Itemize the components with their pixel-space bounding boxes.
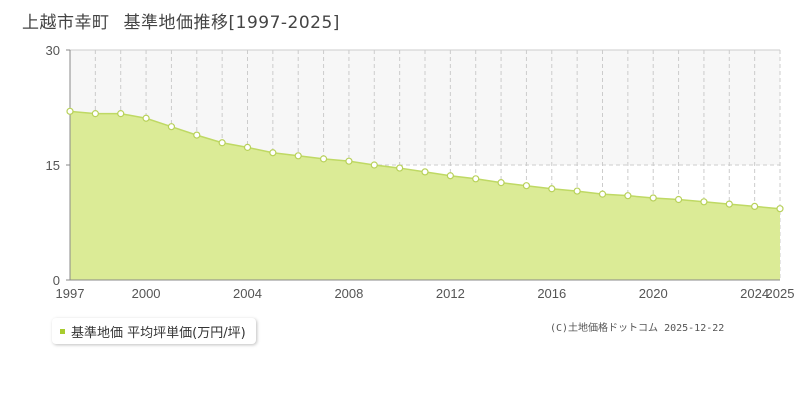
- data-point: [142, 114, 150, 122]
- data-point: [167, 123, 176, 131]
- data-point: [751, 202, 759, 210]
- data-point: [243, 143, 252, 151]
- data-point: [269, 149, 277, 157]
- data-point: [218, 139, 226, 147]
- data-point: [193, 131, 201, 139]
- legend-label: 基準地価 平均坪単価(万円/坪): [71, 325, 246, 341]
- data-point: [370, 161, 378, 169]
- x-tick-label: 2025: [766, 286, 795, 300]
- legend-swatch: [60, 328, 65, 334]
- data-point: [700, 198, 708, 206]
- x-tick-label: 1997: [56, 286, 85, 300]
- data-point: [598, 190, 607, 198]
- x-tick-label: 2000: [132, 286, 161, 300]
- data-point: [522, 182, 531, 190]
- x-tick-label: 2016: [537, 286, 566, 300]
- data-point: [548, 185, 556, 193]
- data-point: [446, 172, 454, 180]
- data-point: [421, 168, 429, 176]
- data-point: [573, 187, 581, 195]
- data-point: [649, 194, 657, 202]
- x-tick-label: 2012: [436, 286, 465, 300]
- data-point: [345, 157, 353, 165]
- chart-title: 上越市幸町 基準地価推移[1997-2025]: [22, 8, 340, 33]
- y-tick-label: 15: [46, 158, 60, 173]
- title-main: 基準地価推移[1997-2025]: [123, 13, 340, 33]
- data-point: [725, 200, 733, 208]
- data-point: [294, 152, 302, 160]
- data-point: [674, 195, 683, 204]
- x-tick-label: 2008: [334, 286, 363, 300]
- y-tick-label: 30: [46, 43, 60, 58]
- data-point: [117, 110, 125, 118]
- data-point: [66, 107, 74, 115]
- data-point: [396, 164, 404, 172]
- x-tick-label: 2004: [233, 286, 262, 300]
- data-point: [91, 110, 99, 118]
- data-point: [319, 155, 328, 163]
- x-tick-label: 2020: [639, 286, 668, 300]
- data-point: [624, 192, 632, 200]
- data-point: [497, 179, 505, 187]
- x-tick-label: 2024: [740, 286, 769, 300]
- series-area: [70, 111, 780, 280]
- y-tick-label: 0: [53, 273, 60, 288]
- legend[interactable]: 基準地価 平均坪単価(万円/坪): [52, 318, 256, 344]
- data-point: [472, 175, 480, 183]
- chart-plot: 0 15 30 1997 2000 2004 2008 2012 2016 2020 2024202…: [46, 43, 795, 300]
- title-place: 上越市幸町: [22, 13, 110, 33]
- data-point: [776, 205, 784, 213]
- copyright-text: (C)土地価格ドットコム 2025-12-22: [550, 323, 725, 334]
